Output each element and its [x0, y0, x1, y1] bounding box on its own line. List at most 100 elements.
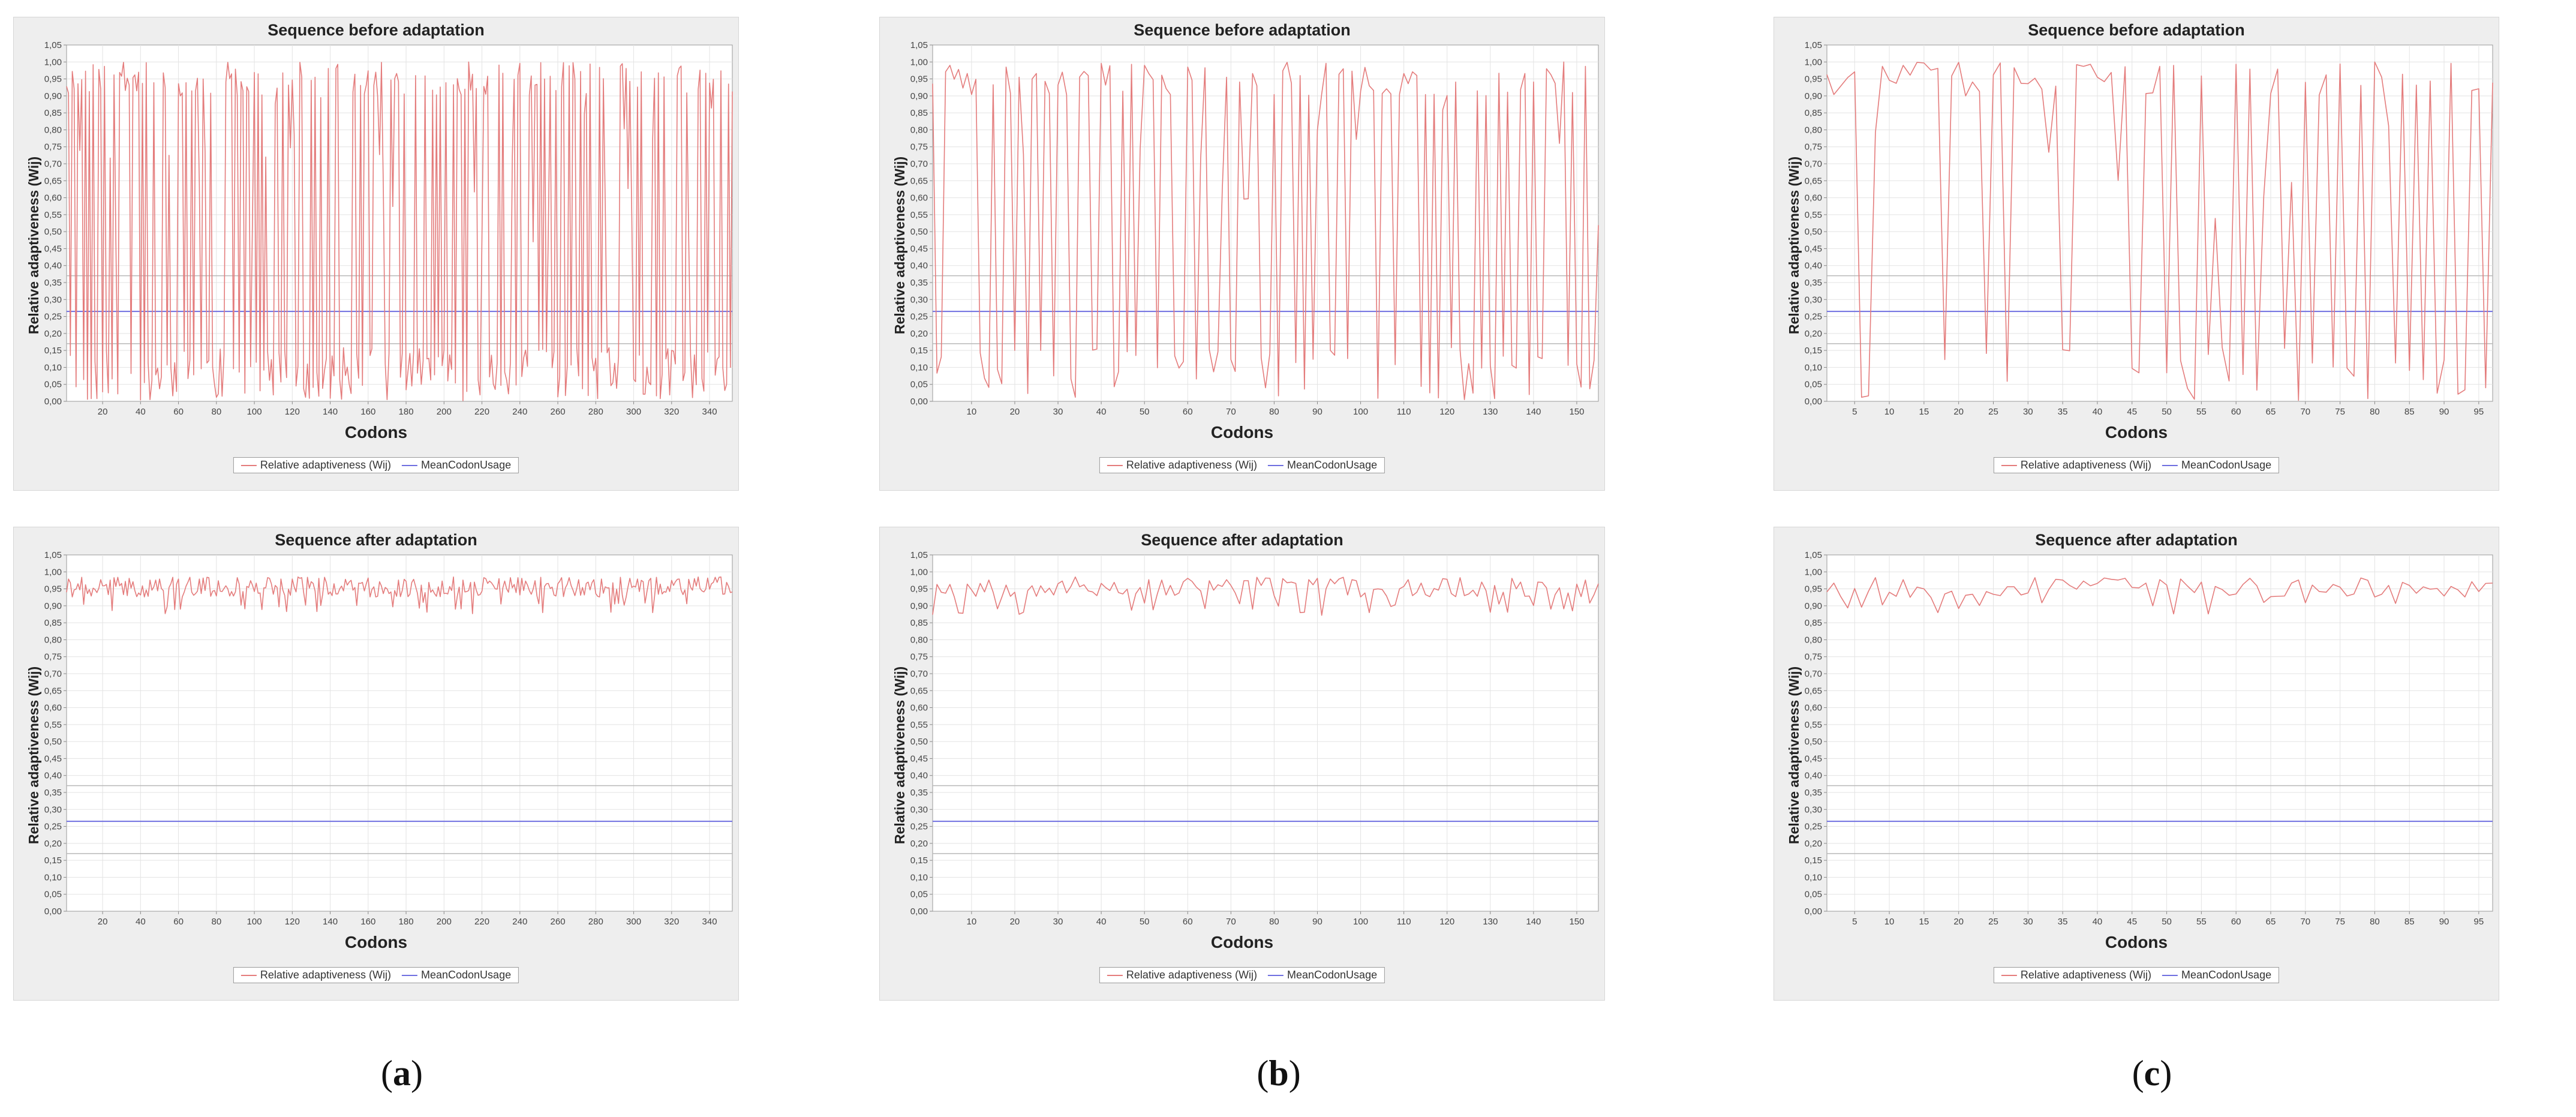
- y-tick-label: 0,20: [910, 839, 928, 849]
- legend-item-series: Relative adaptiveness (Wij): [241, 459, 391, 472]
- y-tick-label: 0,20: [910, 329, 928, 339]
- y-tick-label: 0,95: [1805, 74, 1822, 85]
- x-tick-label: 75: [2335, 407, 2345, 417]
- chart-title: Sequence after adaptation: [1141, 531, 1343, 549]
- x-tick-label: 140: [323, 407, 338, 417]
- caption-a: (a): [381, 1053, 423, 1093]
- y-tick-label: 0,65: [910, 686, 928, 696]
- y-tick-label: 0,75: [1805, 142, 1822, 152]
- y-tick-label: 0,75: [44, 142, 62, 152]
- legend-item-series: Relative adaptiveness (Wij): [1107, 459, 1257, 472]
- chart-panel-a-after: 0,00 0,05 0,10 0,15 0,20 0,25 0,30 0,35 0,40 0,45…: [13, 527, 739, 1001]
- y-tick-label: 0,55: [910, 210, 928, 220]
- y-tick-label: 0,15: [44, 346, 62, 356]
- x-tick-label: 40: [2093, 917, 2103, 927]
- legend-swatch-mean: [1267, 974, 1284, 976]
- y-tick-label: 0,90: [910, 91, 928, 101]
- legend-label-series: Relative adaptiveness (Wij): [2020, 459, 2151, 471]
- x-tick-label: 85: [2404, 917, 2415, 927]
- x-axis-title: Codons: [2105, 423, 2168, 442]
- y-axis-title: Relative adaptiveness (Wij): [26, 666, 41, 845]
- legend-swatch-mean: [401, 974, 417, 976]
- y-tick-label: 1,05: [910, 550, 928, 560]
- y-axis-title: Relative adaptiveness (Wij): [1786, 666, 1802, 845]
- x-tick-label: 120: [1439, 917, 1454, 927]
- x-tick-label: 50: [1140, 917, 1150, 927]
- x-tick-label: 100: [1353, 407, 1368, 417]
- y-tick-label: 0,60: [44, 703, 62, 713]
- y-tick-label: 0,20: [1805, 329, 1822, 339]
- y-axis-title: Relative adaptiveness (Wij): [1786, 156, 1802, 335]
- y-tick-label: 0,55: [44, 720, 62, 730]
- y-tick-label: 0,30: [1805, 804, 1822, 815]
- legend-item-series: Relative adaptiveness (Wij): [2001, 459, 2151, 472]
- legend-label-mean: MeanCodonUsage: [420, 969, 512, 981]
- legend-swatch-mean: [401, 464, 417, 466]
- y-tick-label: 1,05: [910, 40, 928, 50]
- y-tick-label: 0,15: [1805, 855, 1822, 866]
- y-tick-label: 0,15: [910, 855, 928, 866]
- x-tick-label: 260: [551, 407, 566, 417]
- x-tick-label: 140: [1526, 917, 1541, 927]
- x-tick-label: 60: [2231, 407, 2241, 417]
- y-tick-label: 0,45: [910, 753, 928, 764]
- y-tick-label: 0,90: [44, 601, 62, 611]
- y-tick-label: 0,85: [44, 618, 62, 628]
- y-tick-label: 0,50: [1805, 227, 1822, 237]
- y-tick-label: 0,10: [910, 362, 928, 373]
- y-tick-label: 0,85: [910, 618, 928, 628]
- y-tick-label: 0,60: [44, 193, 62, 203]
- x-tick-label: 10: [967, 917, 977, 927]
- y-tick-label: 0,00: [44, 906, 62, 917]
- x-tick-label: 40: [136, 407, 146, 417]
- x-tick-label: 30: [2023, 407, 2033, 417]
- legend-swatch-mean: [2162, 974, 2178, 976]
- x-tick-label: 55: [2196, 407, 2207, 417]
- chart-svg: 0,00 0,05 0,10 0,15 0,20 0,25 0,30 0,35 0,40 0,45…: [1805, 550, 2493, 927]
- y-tick-label: 0,70: [1805, 159, 1822, 169]
- x-tick-label: 240: [512, 917, 527, 927]
- chart-svg: 0,00 0,05 0,10 0,15 0,20 0,25 0,30 0,35 0,40 0,45…: [44, 550, 733, 927]
- x-tick-label: 10: [1884, 917, 1895, 927]
- x-tick-label: 90: [1312, 407, 1322, 417]
- y-tick-label: 0,70: [44, 159, 62, 169]
- y-tick-label: 0,10: [44, 362, 62, 373]
- chart-legend: Relative adaptiveness (Wij) MeanCodonUsa…: [233, 457, 519, 473]
- y-tick-label: 0,45: [910, 244, 928, 254]
- y-tick-label: 1,00: [44, 567, 62, 577]
- y-tick-label: 0,60: [910, 193, 928, 203]
- y-tick-label: 0,45: [44, 244, 62, 254]
- y-tick-label: 0,70: [910, 159, 928, 169]
- legend-swatch-series: [2001, 974, 2017, 976]
- y-tick-label: 0,80: [1805, 125, 1822, 135]
- legend-item-mean: MeanCodonUsage: [2162, 459, 2271, 472]
- y-tick-label: 0,00: [44, 397, 62, 407]
- x-tick-label: 200: [437, 407, 452, 417]
- y-tick-label: 0,90: [44, 91, 62, 101]
- plot-area: [1826, 44, 2493, 402]
- x-tick-label: 80: [1269, 407, 1279, 417]
- y-tick-label: 0,00: [910, 397, 928, 407]
- x-tick-label: 65: [2266, 407, 2276, 417]
- y-tick-label: 0,65: [1805, 176, 1822, 186]
- x-tick-label: 120: [285, 407, 300, 417]
- x-tick-label: 340: [702, 407, 717, 417]
- y-tick-label: 0,40: [910, 261, 928, 271]
- y-tick-label: 0,65: [910, 176, 928, 186]
- y-tick-label: 0,95: [44, 74, 62, 85]
- legend-item-mean: MeanCodonUsage: [1267, 969, 1377, 981]
- legend-label-series: Relative adaptiveness (Wij): [2020, 969, 2151, 981]
- y-tick-label: 0,55: [1805, 210, 1822, 220]
- x-tick-label: 220: [474, 917, 489, 927]
- x-tick-label: 20: [1010, 407, 1020, 417]
- y-tick-label: 0,15: [1805, 346, 1822, 356]
- x-tick-label: 45: [2127, 407, 2137, 417]
- caption-b: (b): [1257, 1053, 1301, 1093]
- x-tick-label: 15: [1919, 917, 1929, 927]
- chart-title: Sequence after adaptation: [275, 531, 477, 549]
- y-tick-label: 0,95: [44, 584, 62, 594]
- chart-legend: Relative adaptiveness (Wij) MeanCodonUsa…: [1099, 967, 1385, 983]
- x-tick-label: 90: [2439, 407, 2449, 417]
- y-tick-label: 0,50: [44, 227, 62, 237]
- x-tick-label: 75: [2335, 917, 2345, 927]
